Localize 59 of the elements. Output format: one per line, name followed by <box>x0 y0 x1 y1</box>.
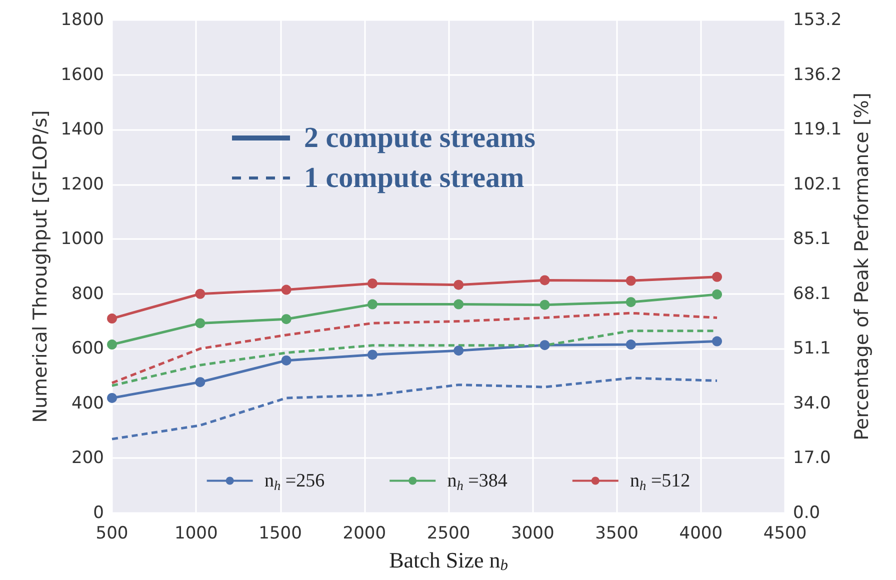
point <box>107 314 117 324</box>
y2-tick-label: 102.1 <box>793 174 842 194</box>
y2-tick-label: 85.1 <box>793 229 831 250</box>
x-tick-label: 1000 <box>174 524 218 544</box>
point <box>281 284 292 295</box>
x-tick-label: 4500 <box>763 524 807 544</box>
y2-tick-label: 17.0 <box>793 448 831 468</box>
point <box>712 336 722 346</box>
point <box>281 314 292 324</box>
y2-axis-title: Percentage of Peak Performance [%] <box>851 92 874 440</box>
y2-tick-label: 68.1 <box>793 284 831 304</box>
y2-tick-label: 136.2 <box>793 64 842 85</box>
y2-tick-label: 34.0 <box>793 393 831 414</box>
y-tick-label: 800 <box>72 284 104 304</box>
y2-tick-label: 51.1 <box>793 338 831 359</box>
point <box>195 377 206 388</box>
point <box>195 318 206 328</box>
y-tick-label: 1000 <box>60 229 104 250</box>
y-tick-label: 1200 <box>60 174 104 194</box>
line-series <box>110 312 718 384</box>
point <box>540 275 550 286</box>
point <box>107 392 117 403</box>
point <box>540 300 550 310</box>
line-series <box>110 376 718 440</box>
y-tick-label: 1800 <box>60 10 104 30</box>
point <box>367 278 378 288</box>
y2-tick-label: 119.1 <box>793 120 842 140</box>
y-axis-title: Numerical Throughput [GFLOP/s] <box>29 110 52 423</box>
point <box>107 340 117 350</box>
x-tick-label: 1500 <box>258 524 302 544</box>
x-tick-label: 2000 <box>342 524 386 544</box>
y-tick-label: 0 <box>93 503 104 523</box>
point <box>626 276 636 286</box>
point <box>626 340 636 350</box>
x-tick-label: 3500 <box>595 524 638 544</box>
x-tick-label: 4000 <box>679 524 723 544</box>
y-tick-label: 1400 <box>60 120 104 140</box>
point <box>626 297 636 308</box>
point <box>281 355 292 366</box>
y-tick-label: 400 <box>72 393 104 414</box>
x-tick-label: 500 <box>96 524 128 544</box>
x-tick-label: 2500 <box>426 524 470 544</box>
point <box>195 288 206 299</box>
x-tick-label: 3000 <box>510 524 554 544</box>
point <box>540 340 550 350</box>
point <box>712 272 722 282</box>
y-tick-label: 200 <box>72 448 104 468</box>
y2-tick-label: 153.2 <box>793 10 842 30</box>
y2-tick-label: 0.0 <box>793 503 820 523</box>
point <box>454 280 464 290</box>
point <box>454 299 464 310</box>
annotation: 2 compute streams <box>304 122 536 154</box>
point <box>367 299 378 310</box>
y-tick-label: 600 <box>72 338 104 359</box>
y-tick-label: 1600 <box>60 64 104 85</box>
point <box>454 346 464 356</box>
point <box>367 350 378 360</box>
point <box>712 289 722 300</box>
annotation: 1 compute stream <box>304 162 524 194</box>
